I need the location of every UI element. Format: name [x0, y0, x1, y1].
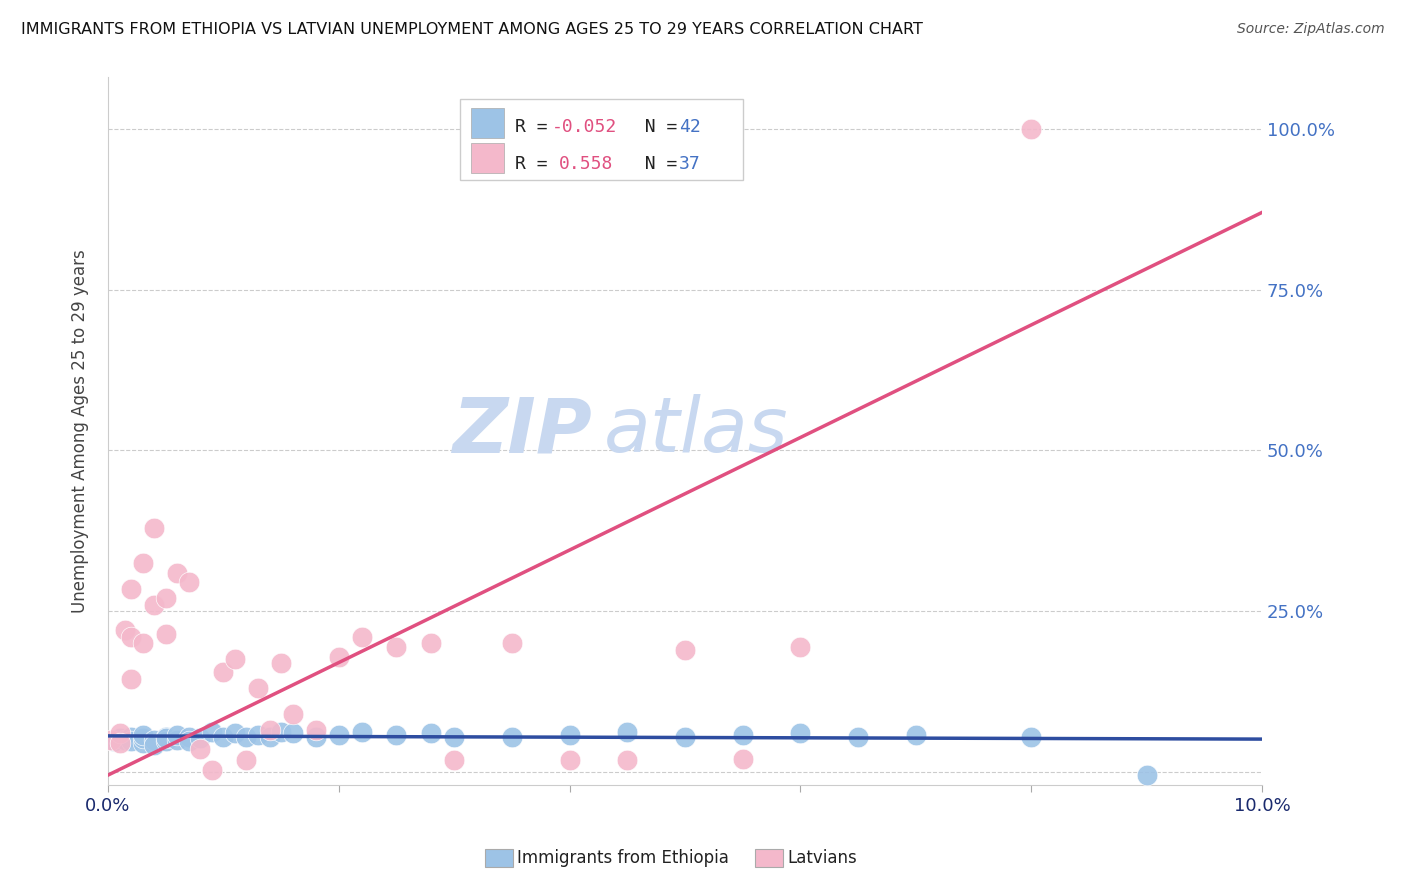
Point: [270, 725, 292, 739]
Point: [108, 731, 131, 746]
Point: [114, 732, 136, 747]
Point: [155, 731, 177, 746]
Point: [131, 731, 153, 746]
Point: [120, 734, 142, 748]
Point: [385, 728, 408, 742]
Text: Source: ZipAtlas.com: Source: ZipAtlas.com: [1237, 22, 1385, 37]
Point: [259, 723, 281, 737]
Point: [1019, 121, 1042, 136]
Text: N =: N =: [623, 155, 688, 173]
Point: [131, 728, 153, 742]
Text: 0.558: 0.558: [560, 155, 613, 173]
Text: 37: 37: [679, 155, 702, 173]
Point: [673, 730, 696, 744]
Point: [443, 753, 465, 767]
Y-axis label: Unemployment Among Ages 25 to 29 years: Unemployment Among Ages 25 to 29 years: [72, 249, 89, 613]
FancyBboxPatch shape: [460, 99, 742, 180]
Point: [143, 520, 166, 534]
Point: [420, 726, 443, 740]
Point: [1019, 730, 1042, 744]
Point: [328, 728, 350, 742]
Point: [224, 652, 246, 666]
Text: -0.052: -0.052: [553, 118, 617, 136]
Point: [420, 636, 443, 650]
Point: [155, 734, 177, 748]
Point: [443, 730, 465, 744]
Point: [846, 730, 869, 744]
Point: [350, 725, 373, 739]
Point: [120, 582, 142, 596]
Point: [246, 728, 269, 742]
Point: [177, 575, 200, 590]
FancyBboxPatch shape: [471, 144, 503, 173]
Point: [385, 640, 408, 654]
Point: [731, 752, 754, 766]
Point: [558, 728, 581, 742]
Point: [270, 656, 292, 670]
Point: [166, 566, 188, 580]
Point: [789, 726, 811, 740]
Point: [201, 763, 224, 777]
Point: [166, 728, 188, 742]
Point: [155, 626, 177, 640]
Point: [305, 723, 328, 737]
Point: [558, 753, 581, 767]
Point: [235, 753, 257, 767]
Point: [212, 730, 235, 744]
Point: [103, 734, 125, 748]
Point: [616, 753, 638, 767]
Point: [281, 706, 304, 721]
Point: [143, 738, 166, 752]
Point: [120, 672, 142, 686]
Point: [328, 650, 350, 665]
Point: [212, 665, 235, 680]
Text: R =: R =: [516, 155, 569, 173]
Point: [1135, 768, 1157, 782]
Point: [305, 730, 328, 744]
Point: [120, 730, 142, 744]
Point: [120, 630, 142, 644]
Point: [259, 730, 281, 744]
Point: [166, 732, 188, 747]
Text: Immigrants from Ethiopia: Immigrants from Ethiopia: [517, 849, 730, 867]
Point: [143, 732, 166, 747]
Point: [731, 728, 754, 742]
Point: [501, 730, 523, 744]
Point: [143, 598, 166, 612]
Point: [155, 591, 177, 606]
Point: [131, 636, 153, 650]
Point: [246, 681, 269, 696]
Point: [350, 630, 373, 644]
Point: [177, 730, 200, 744]
Point: [155, 730, 177, 744]
FancyBboxPatch shape: [471, 108, 503, 137]
Text: N =: N =: [623, 118, 688, 136]
Text: Latvians: Latvians: [787, 849, 858, 867]
Point: [224, 726, 246, 740]
Point: [188, 742, 211, 756]
Point: [131, 736, 153, 750]
Point: [281, 726, 304, 740]
Text: 42: 42: [679, 118, 702, 136]
Text: R =: R =: [516, 118, 558, 136]
Point: [177, 734, 200, 748]
Point: [616, 725, 638, 739]
Point: [904, 728, 927, 742]
Text: atlas: atlas: [605, 394, 789, 468]
Text: IMMIGRANTS FROM ETHIOPIA VS LATVIAN UNEMPLOYMENT AMONG AGES 25 TO 29 YEARS CORRE: IMMIGRANTS FROM ETHIOPIA VS LATVIAN UNEM…: [21, 22, 922, 37]
Point: [100, 732, 122, 747]
Point: [131, 556, 153, 570]
Point: [188, 731, 211, 746]
Point: [235, 730, 257, 744]
Point: [501, 636, 523, 650]
Point: [789, 640, 811, 654]
Point: [201, 725, 224, 739]
Point: [108, 726, 131, 740]
Text: ZIP: ZIP: [453, 394, 593, 468]
Point: [673, 642, 696, 657]
Point: [108, 736, 131, 750]
Point: [114, 624, 136, 638]
